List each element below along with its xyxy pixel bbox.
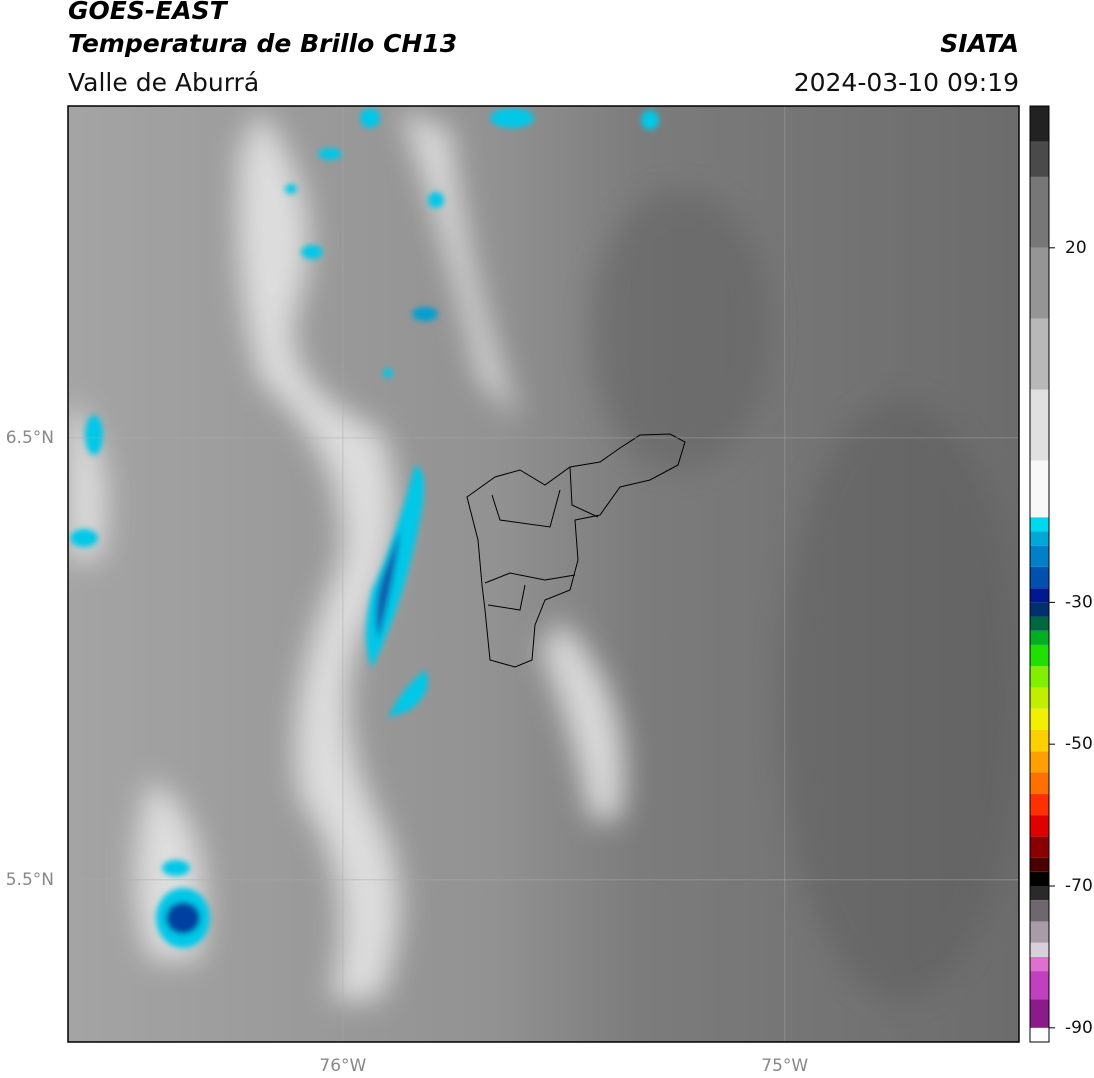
- colorbar-segment: [1030, 836, 1049, 858]
- colorbar-segment: [1030, 857, 1049, 872]
- colorbar-segment: [1030, 616, 1049, 631]
- colorbar-segment: [1030, 793, 1049, 816]
- colorbar-segment: [1030, 545, 1049, 567]
- colorbar-segment: [1030, 956, 1049, 972]
- colorbar-tick-label: -90: [1065, 1018, 1093, 1038]
- colorbar-tick-label: 20: [1065, 238, 1087, 258]
- colorbar-segment: [1030, 886, 1049, 901]
- colorbar-segment: [1030, 687, 1049, 709]
- colorbar-tick-label: -50: [1065, 734, 1093, 754]
- region: Valle de Aburrá: [68, 68, 259, 97]
- colorbar-segment: [1030, 666, 1049, 688]
- colorbar-tick-label: -30: [1065, 592, 1093, 612]
- colorbar: 20 -30 -50 -70 -90: [1030, 106, 1093, 1042]
- colorbar-segment: [1030, 566, 1049, 589]
- satellite-image: [68, 106, 1019, 1042]
- colorbar-segment: [1030, 517, 1049, 532]
- colorbar-segment: [1030, 460, 1049, 518]
- map-frame: [67, 105, 1020, 1043]
- colorbar-segment: [1030, 644, 1049, 667]
- timestamp: 2024-03-10 09:19: [794, 68, 1019, 97]
- colorbar-segment: [1030, 730, 1049, 752]
- colorbar-segment: [1030, 871, 1049, 886]
- y-tick-label: 5.5°N: [6, 870, 54, 890]
- colorbar-segment: [1030, 999, 1049, 1028]
- colorbar-segment: [1030, 389, 1049, 461]
- axes: 76°W 75°W 6.5°N 5.5°N: [6, 106, 1019, 1076]
- colorbar-segment: [1030, 1027, 1049, 1042]
- colorbar-frame: [1029, 105, 1050, 1043]
- colorbar-segment: [1030, 141, 1049, 177]
- colorbar-segment: [1030, 318, 1049, 390]
- colorbar-segment: [1030, 176, 1049, 248]
- colorbar-segment: [1030, 588, 1049, 603]
- title: GOES-EAST: [68, 0, 229, 25]
- colorbar-segment: [1030, 531, 1049, 546]
- x-tick-label: 75°W: [761, 1056, 808, 1076]
- colorbar-segment: [1030, 630, 1049, 645]
- colorbar-segment: [1030, 900, 1049, 922]
- colorbar-segment: [1030, 942, 1049, 957]
- colorbar-segment: [1030, 708, 1049, 730]
- colorbar-segment: [1030, 921, 1049, 943]
- municipal-boundaries: [466, 433, 686, 668]
- x-tick-label: 76°W: [319, 1056, 366, 1076]
- colorbar-segment: [1030, 815, 1049, 837]
- colorbar-tick-label: -70: [1065, 876, 1093, 896]
- subtitle: Temperatura de Brillo CH13: [68, 29, 457, 58]
- colorbar-segment: [1030, 602, 1049, 617]
- source: SIATA: [940, 29, 1019, 58]
- colorbar-segment: [1030, 772, 1049, 794]
- colorbar-segment: [1030, 247, 1049, 319]
- colorbar-segment: [1030, 971, 1049, 1000]
- y-tick-label: 6.5°N: [6, 428, 54, 448]
- colorbar-segment: [1030, 751, 1049, 773]
- colorbar-segment: [1030, 106, 1049, 142]
